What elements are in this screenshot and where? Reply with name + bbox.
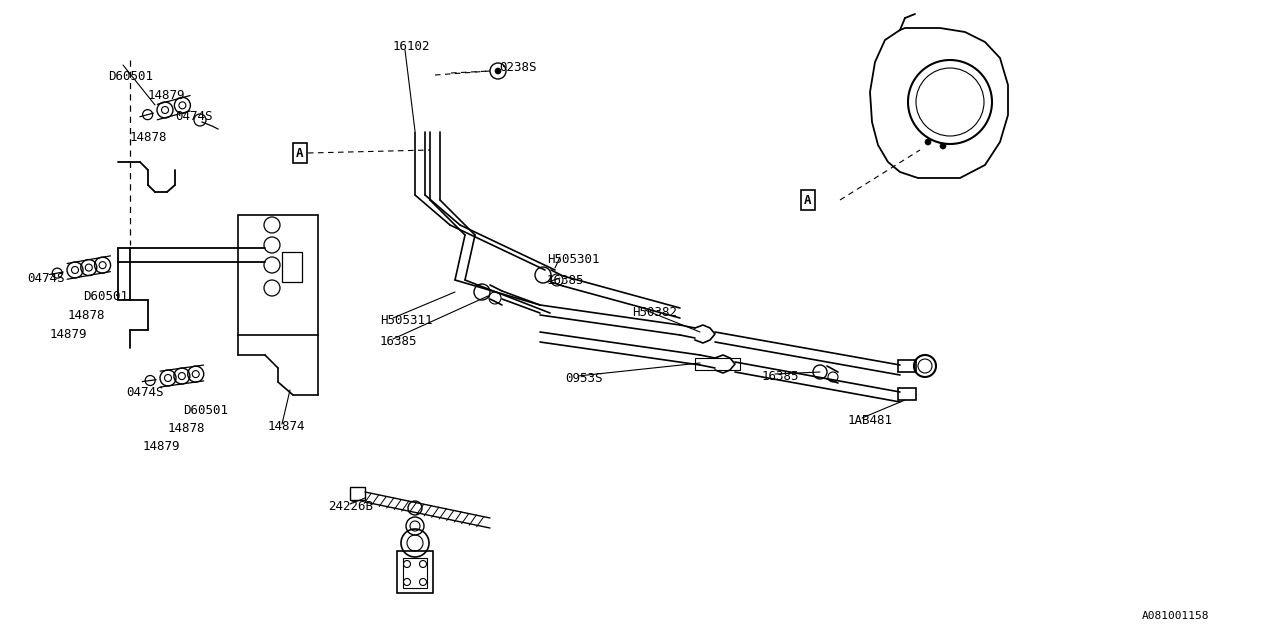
Bar [899,388,916,400]
Circle shape [925,139,931,145]
Text: A: A [296,147,303,159]
Text: 14879: 14879 [148,88,186,102]
Text: H505311: H505311 [380,314,433,326]
Bar [282,252,302,282]
Text: 14874: 14874 [268,419,306,433]
Text: 0238S: 0238S [499,61,536,74]
Bar [899,360,916,372]
Text: 24226B: 24226B [328,499,372,513]
Text: 14879: 14879 [50,328,87,340]
Text: 16102: 16102 [393,40,430,52]
Text: 14878: 14878 [68,308,105,321]
Bar [238,215,317,335]
Text: H50382: H50382 [632,305,677,319]
Text: D60501: D60501 [183,403,228,417]
Text: 0953S: 0953S [564,371,603,385]
Bar [349,487,365,500]
Bar [397,551,433,593]
Text: 14878: 14878 [131,131,168,143]
Text: 16385: 16385 [547,273,585,287]
Bar [403,558,428,588]
Text: 16385: 16385 [762,369,800,383]
Text: A081001158: A081001158 [1142,611,1210,621]
Text: 0474S: 0474S [175,109,212,122]
Text: 16385: 16385 [380,335,417,348]
Circle shape [495,68,500,74]
Text: 14879: 14879 [143,440,180,454]
Text: 14878: 14878 [168,422,206,435]
Text: D60501: D60501 [83,289,128,303]
Text: H505301: H505301 [547,253,599,266]
Text: 0474S: 0474S [27,271,64,285]
Text: 1AB481: 1AB481 [849,413,893,426]
Bar [695,358,740,370]
Text: A: A [804,193,812,207]
Text: 0474S: 0474S [125,385,164,399]
Text: D60501: D60501 [108,70,154,83]
Circle shape [940,143,946,149]
